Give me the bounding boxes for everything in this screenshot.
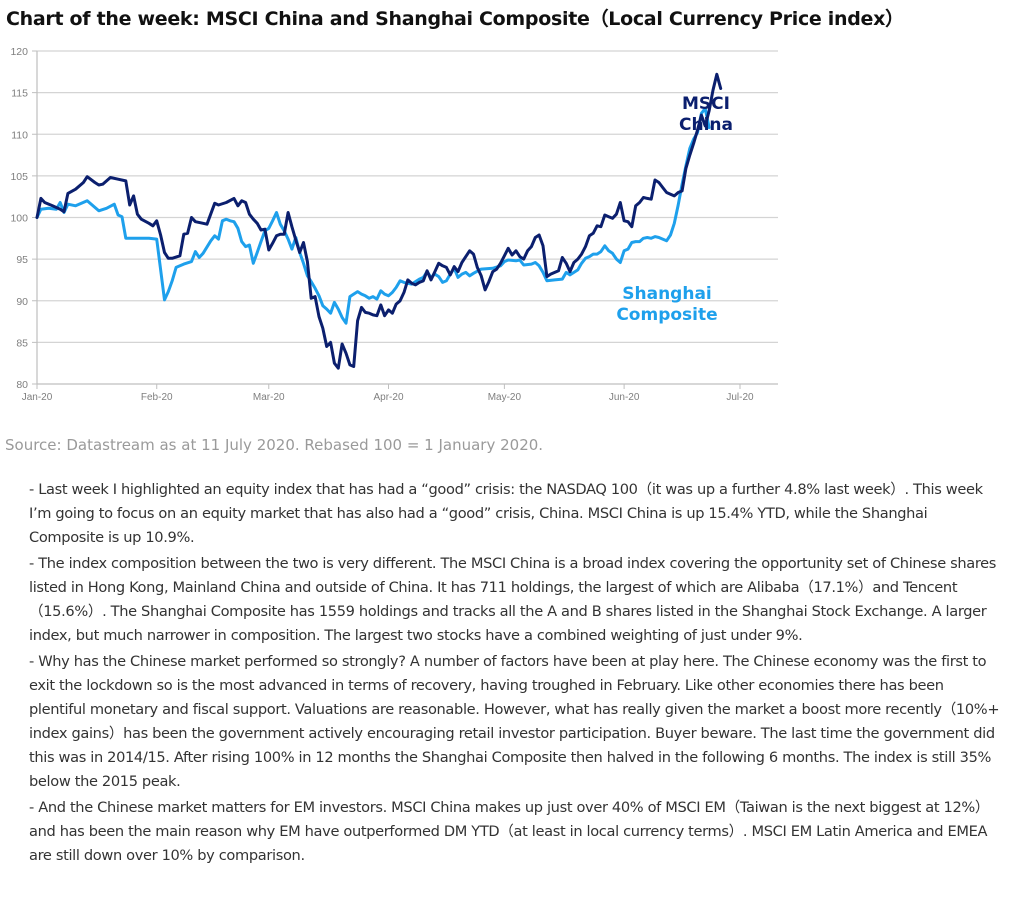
axes: 80 85 90 95 100 105 110 115 120 Jan-20 Feb-20 Mar-2… (10, 46, 778, 403)
series-label-line: Composite (616, 305, 717, 325)
y-tick-label: 120 (10, 46, 28, 58)
paragraph: - Last week I highlighted an equity inde… (29, 481, 983, 546)
series-label-shanghai-composite: Shanghai Composite (616, 284, 717, 325)
y-tick-label: 100 (10, 213, 28, 225)
series-label-line: MSCI (682, 94, 730, 114)
series-label-line: Shanghai (622, 284, 712, 304)
x-tick-label: Jan-20 (22, 392, 53, 403)
series-labels: MSCI China Shanghai Composite (616, 94, 733, 325)
y-tick-label: 80 (16, 379, 28, 391)
x-tick-label: May-20 (488, 392, 522, 403)
x-tick-label: Jul-20 (726, 392, 754, 403)
x-tick-label: Jun-20 (609, 392, 640, 403)
source-note: Source: Datastream as at 11 July 2020. R… (5, 436, 544, 454)
paragraph: - The index composition between the two … (29, 555, 997, 644)
series-lines (35, 72, 723, 370)
y-tick-label: 110 (11, 129, 28, 141)
y-tick-label: 95 (16, 254, 28, 266)
x-tick-label: Mar-20 (253, 392, 285, 403)
paragraph: - Why has the Chinese market performed s… (29, 653, 1000, 790)
x-tick-label: Apr-20 (373, 392, 403, 403)
commentary: - Last week I highlighted an equity inde… (29, 478, 1004, 870)
series-label-line: China (679, 115, 733, 135)
series-label-msci-china: MSCI China (679, 94, 733, 135)
line-chart: 80 85 90 95 100 105 110 115 120 Jan-20 Feb-20 Mar-2… (10, 46, 778, 403)
series-line-msci-china (35, 72, 723, 370)
y-tick-label: 90 (16, 296, 28, 308)
x-tick-label: Feb-20 (141, 392, 173, 403)
chart-title: Chart of the week: MSCI China and Shangh… (6, 8, 904, 30)
y-tick-label: 115 (11, 88, 28, 100)
y-tick-label: 85 (16, 337, 28, 349)
series-line-shanghai-composite (35, 106, 711, 325)
paragraph: - And the Chinese market matters for EM … (29, 799, 990, 864)
y-tick-label: 105 (10, 171, 28, 183)
